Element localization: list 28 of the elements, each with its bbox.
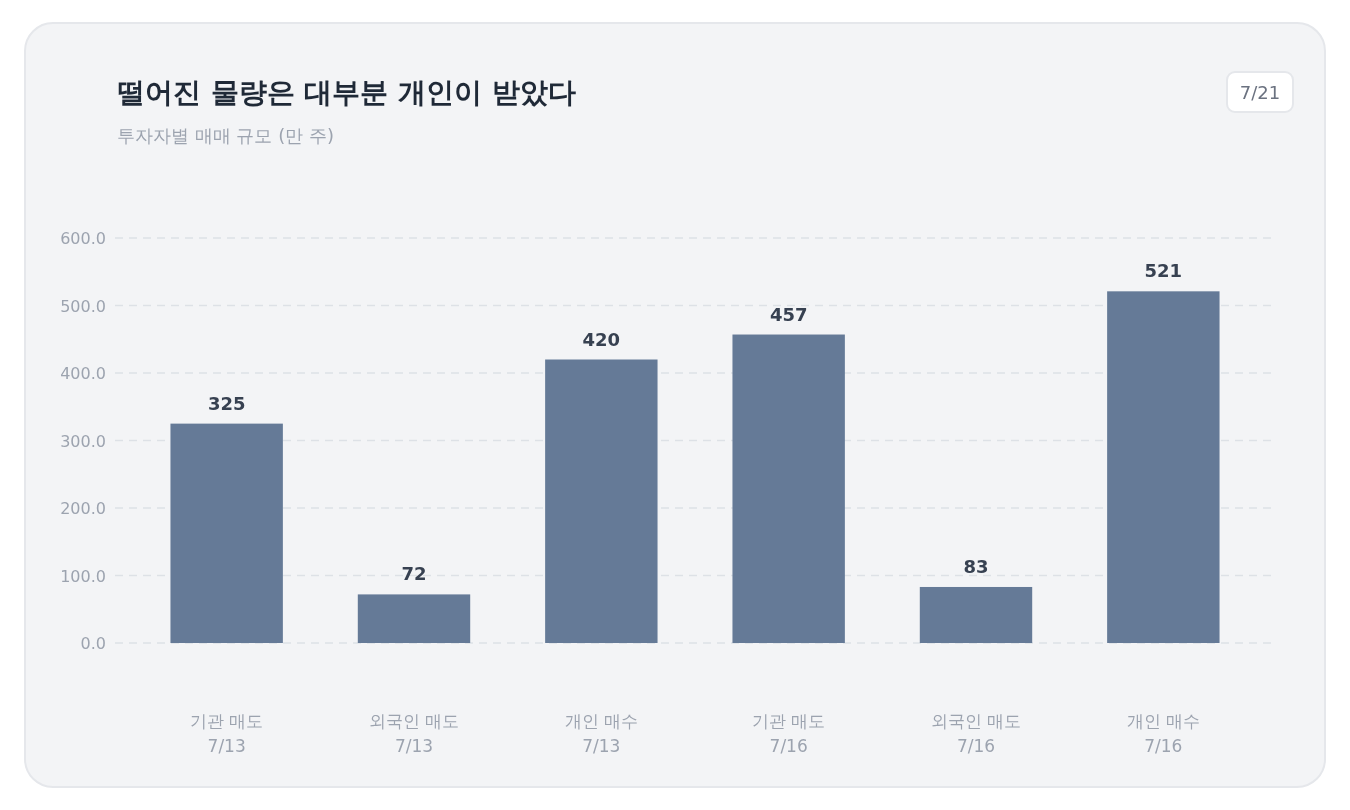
bar — [545, 359, 658, 643]
y-tick-label: 500.0 — [60, 296, 106, 316]
chart-subtitle: 투자자별 매매 규모 (만 주) — [117, 125, 334, 146]
x-tick-label: 기관 매도 7/16 — [751, 711, 826, 756]
bar — [357, 594, 471, 643]
bar — [170, 423, 283, 643]
chart-title: 떨어진 물량은 대부분 개인이 받았다 — [117, 76, 576, 109]
data-label: 83 — [963, 555, 989, 577]
data-label: 420 — [582, 328, 621, 350]
data-label: 325 — [207, 392, 246, 414]
bar — [919, 586, 1033, 643]
x-tick-label: 외국인 매도 7/13 — [368, 711, 460, 756]
x-tick-label: 기관 매도 7/13 — [189, 711, 264, 756]
y-tick-label: 600.0 — [60, 229, 106, 248]
y-tick-label: 200.0 — [60, 499, 106, 518]
data-label: 457 — [769, 303, 808, 325]
y-tick-label: 300.0 — [60, 431, 106, 451]
bar — [1107, 291, 1220, 643]
x-tick-label: 개인 매수 7/13 — [564, 711, 639, 756]
y-tick-label: 100.0 — [60, 566, 106, 586]
y-tick-label: 0.0 — [80, 634, 106, 653]
data-label: 72 — [401, 563, 427, 585]
badge: 7/21 — [1226, 71, 1294, 113]
y-tick-label: 400.0 — [60, 364, 106, 383]
x-tick-label: 외국인 매도 7/16 — [930, 711, 1022, 756]
data-label: 521 — [1144, 260, 1183, 282]
bar — [732, 334, 845, 643]
x-tick-label: 개인 매수 7/16 — [1126, 711, 1201, 756]
